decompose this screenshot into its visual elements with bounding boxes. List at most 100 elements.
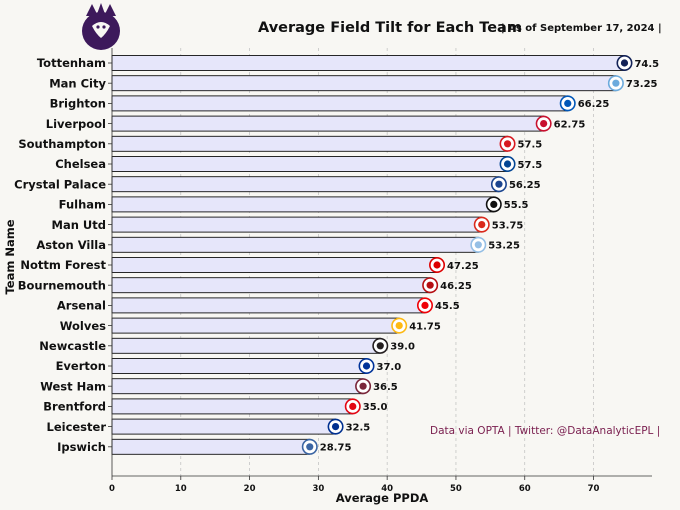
bar — [111, 297, 426, 314]
bar — [111, 55, 625, 71]
y-tick-label: West Ham — [40, 379, 106, 393]
bar — [111, 398, 354, 415]
chart-title: Average Field Tilt for Each Team — [258, 20, 522, 36]
y-tick-label: Man City — [49, 76, 106, 90]
x-tick-label: 50 — [450, 484, 462, 494]
bar-value-label: 35.0 — [363, 402, 388, 413]
bar — [111, 196, 495, 213]
value-labels: 74.5 73.25 66.25 62.75 57.5 57.5 56.25 55.5 53.7… — [320, 59, 659, 454]
bar — [111, 337, 381, 354]
chart-subtitle: | As of September 17, 2024 | — [501, 23, 662, 34]
x-axis-label: Average PPDA — [336, 491, 429, 505]
team-badge-icon — [416, 297, 433, 314]
bar — [111, 317, 400, 334]
data-source-note: Data via OPTA | Twitter: @DataAnalyticEP… — [430, 425, 661, 437]
y-tick-label: Ipswich — [57, 440, 106, 454]
x-tick-label: 70 — [588, 484, 600, 494]
team-badge-icon — [559, 95, 576, 112]
team-badge-icon — [358, 357, 375, 374]
bar — [111, 115, 545, 132]
x-tick-label: 60 — [519, 484, 531, 494]
team-badge-icon — [470, 236, 487, 253]
team-badge-icon — [327, 418, 344, 435]
bar-value-label: 57.5 — [518, 160, 543, 171]
team-badge-icon — [535, 115, 552, 132]
bar-value-label: 36.5 — [373, 382, 398, 393]
y-tick-label: Nottm Forest — [20, 258, 106, 272]
y-tick-label: Brighton — [50, 97, 106, 111]
team-badge-icon — [355, 378, 372, 395]
bar-value-label: 47.25 — [447, 261, 479, 272]
x-tick-label: 20 — [244, 484, 256, 494]
bar-value-label: 73.25 — [626, 79, 658, 90]
team-badge-icon — [473, 216, 490, 233]
bar — [111, 135, 508, 152]
bar — [111, 216, 483, 233]
bar — [111, 156, 508, 172]
bar — [111, 277, 431, 294]
premier-league-lion-icon — [82, 3, 120, 50]
bar-value-label: 45.5 — [435, 301, 460, 312]
team-badge-icon — [391, 317, 408, 334]
bar-value-label: 53.75 — [492, 220, 524, 231]
bar-value-label: 46.25 — [440, 281, 472, 292]
bar-value-label: 56.25 — [509, 180, 541, 191]
x-tick-labels: 0 10 20 30 40 50 60 70 — [109, 476, 600, 494]
bar-value-label: 62.75 — [554, 119, 586, 130]
y-tick-label: Southampton — [18, 137, 106, 151]
y-tick-label: Everton — [56, 359, 106, 373]
bar — [111, 75, 617, 92]
x-tick-label: 0 — [109, 484, 115, 494]
team-badge-icon — [422, 277, 439, 294]
team-badge-icon — [499, 135, 516, 152]
bar-value-label: 66.25 — [578, 99, 610, 110]
bar-value-label: 55.5 — [504, 200, 529, 211]
y-tick-label: Arsenal — [57, 299, 106, 313]
bar-value-label: 32.5 — [346, 422, 371, 433]
y-tick-label: Brentford — [43, 400, 106, 414]
bar-value-label: 39.0 — [390, 342, 415, 353]
bar-value-label: 28.75 — [320, 443, 352, 454]
y-tick-label: Wolves — [60, 319, 106, 333]
bar — [111, 418, 337, 435]
y-tick-label: Bournemouth — [18, 278, 106, 292]
bar — [111, 176, 500, 193]
bar — [111, 257, 438, 273]
bar — [111, 438, 311, 455]
x-tick-label: 10 — [175, 484, 187, 494]
team-badge-icon — [429, 256, 446, 273]
y-tick-label: Leicester — [47, 420, 107, 434]
y-tick-label: Man Utd — [52, 218, 106, 232]
team-badge-icon — [499, 156, 516, 173]
y-tick-label: Chelsea — [55, 157, 106, 171]
y-axis-label: Team Name — [3, 219, 17, 294]
y-tick-label: Aston Villa — [36, 238, 106, 252]
bar-value-label: 37.0 — [377, 362, 402, 373]
bar-value-label: 57.5 — [518, 140, 543, 151]
y-tick-label: Newcastle — [39, 339, 106, 353]
team-badge-icon — [485, 196, 502, 213]
team-badge-icon — [490, 176, 507, 193]
team-badge-icon — [372, 337, 389, 354]
x-tick-label: 40 — [381, 484, 393, 494]
team-badge-icon — [616, 54, 633, 71]
bar-value-label: 41.75 — [409, 321, 441, 332]
y-tick-label: Tottenham — [37, 56, 106, 70]
bar-value-label: 53.25 — [488, 241, 520, 252]
bar — [111, 95, 569, 112]
x-tick-label: 30 — [312, 484, 324, 494]
y-tick-label: Crystal Palace — [14, 177, 106, 191]
bars — [111, 54, 633, 455]
bar-value-label: 74.5 — [634, 59, 659, 70]
team-badge-icon — [607, 75, 624, 92]
y-tick-label: Fulham — [59, 198, 106, 212]
y-tick-label: Liverpool — [46, 117, 106, 131]
bar — [111, 236, 479, 253]
team-badge-icon — [301, 438, 318, 455]
y-tick-labels: Tottenham Man City Brighton Liverpool Southa… — [14, 56, 112, 454]
team-badge-icon — [344, 398, 361, 415]
bar — [111, 378, 364, 395]
bar — [111, 358, 367, 374]
